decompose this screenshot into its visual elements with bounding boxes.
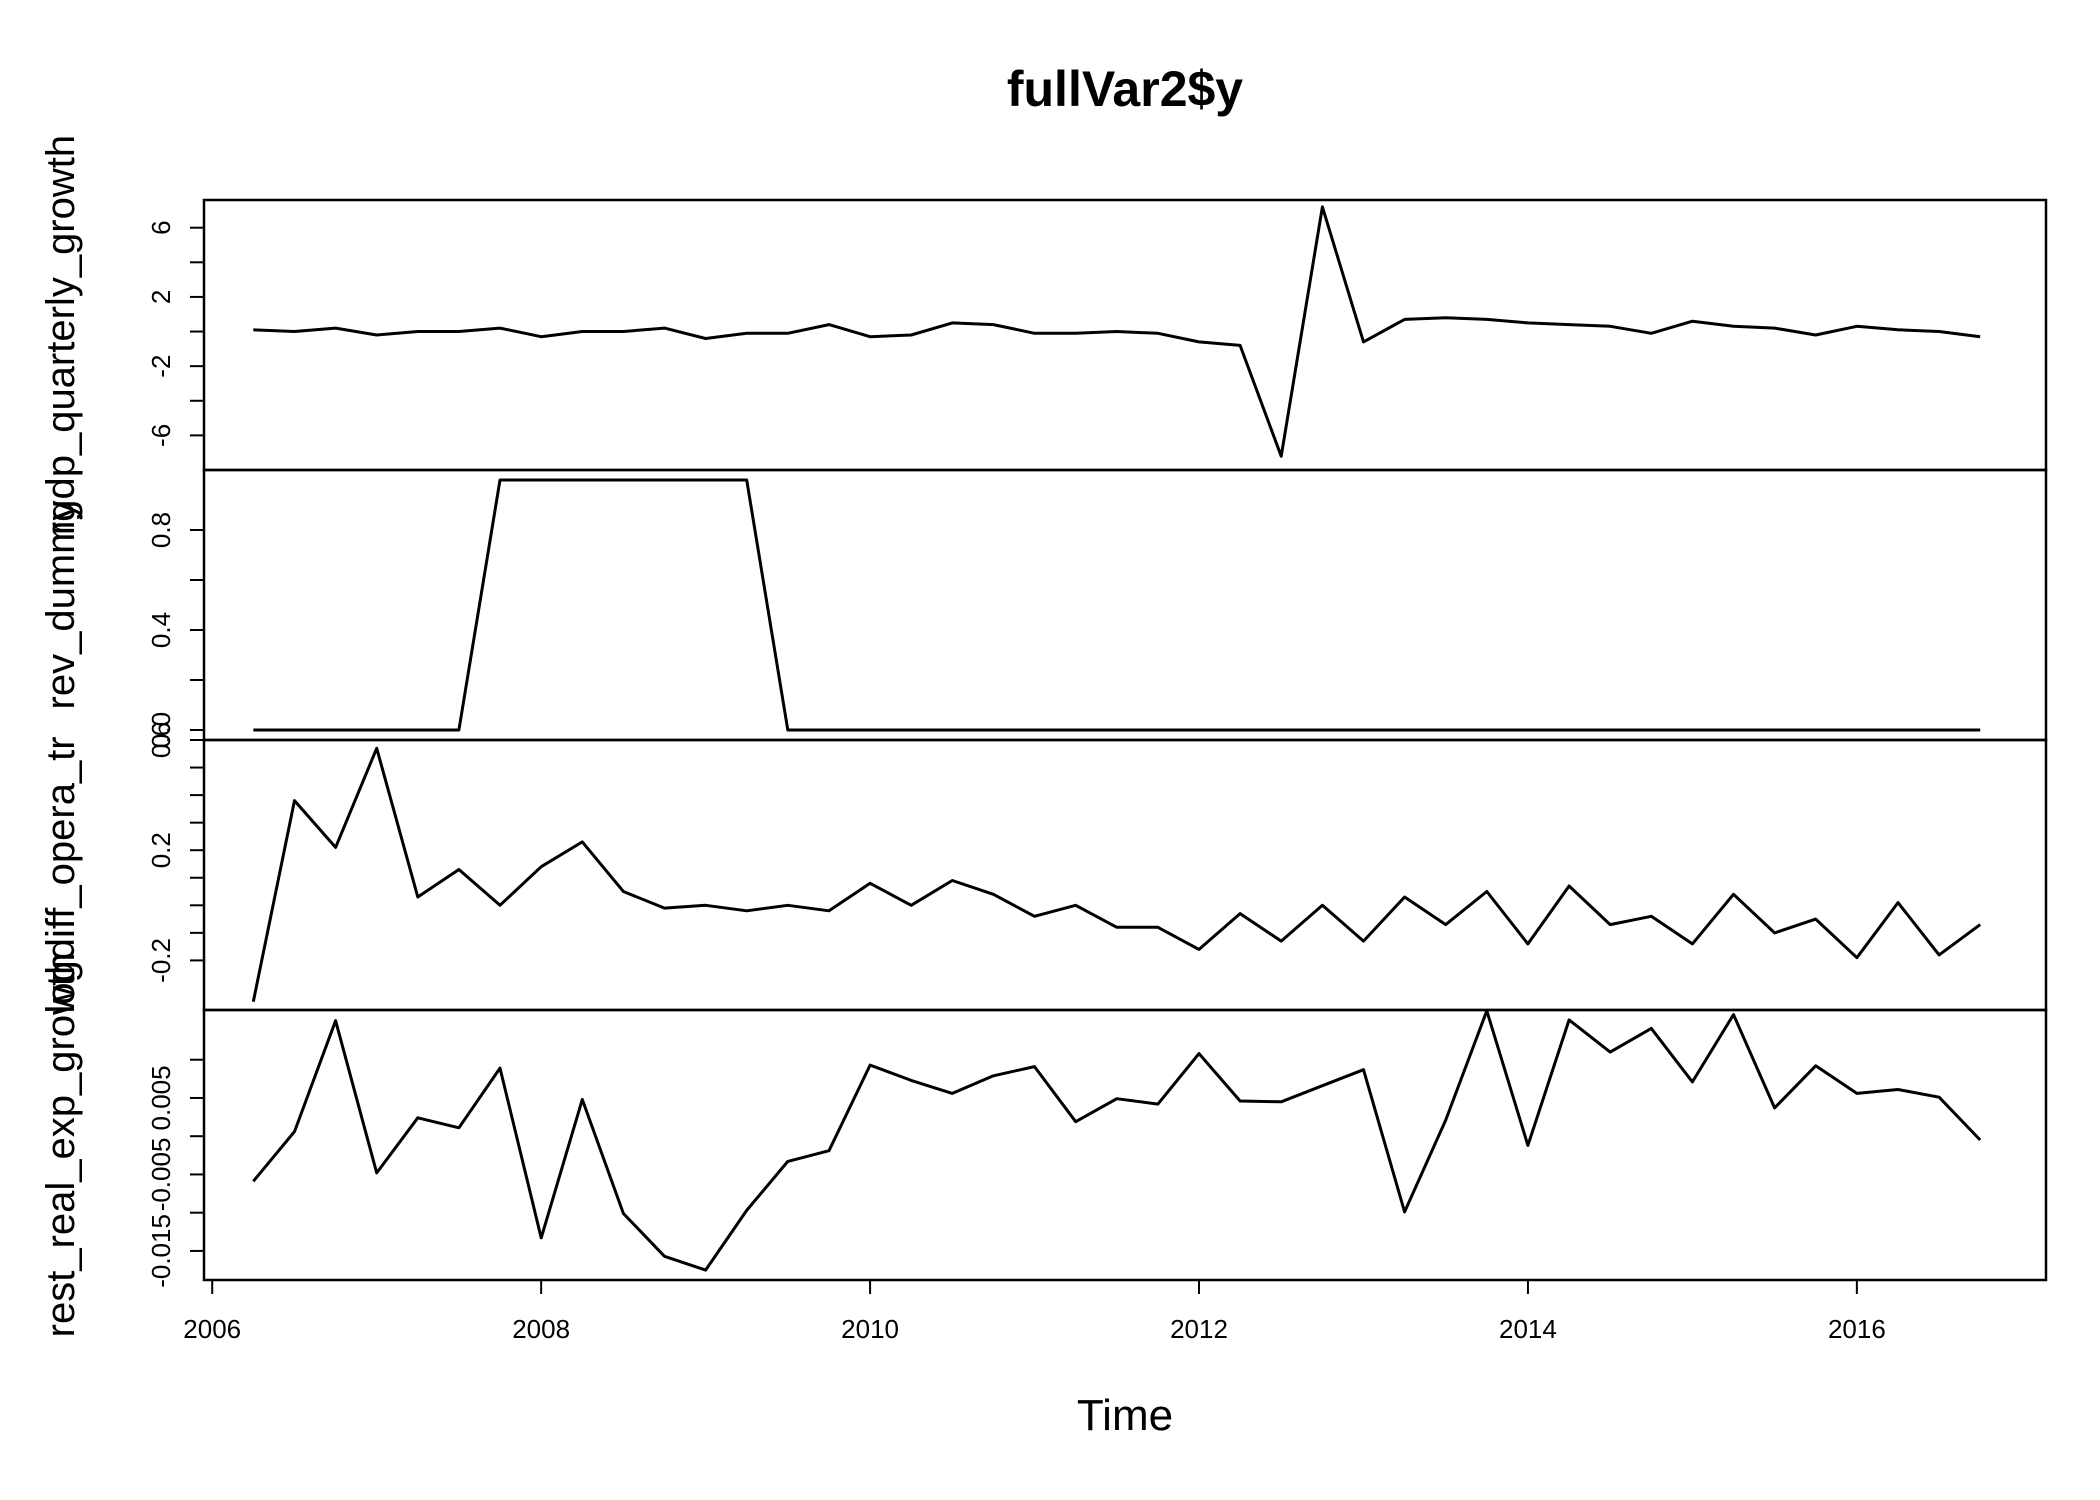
y-tick-label: 6 [146, 220, 176, 234]
x-tick-label: 2010 [841, 1314, 899, 1344]
x-axis-label: Time [1077, 1391, 1173, 1440]
y-axis-label-rgdp-quarterly-growth: rgdp_quarterly_growth [39, 135, 83, 535]
panel-rev-dummy: 0.0 0.4 0.8 rev_dummy [39, 468, 2048, 748]
y-axis: -6 -2 2 6 [146, 220, 204, 447]
panel-rest-real-exp-growth: -0.015-0.005 0.005 rest_real_exp_growth [39, 953, 2048, 1338]
y-tick-label: 0.8 [146, 512, 176, 548]
x-tick-label: 2014 [1499, 1314, 1557, 1344]
y-tick-label: -2 [146, 355, 176, 378]
series-line-rgdp-quarterly-growth [253, 205, 1981, 458]
panel-frame [202, 198, 2048, 472]
series-line-logdiff-opera-tr [251, 746, 1982, 1003]
x-tick-label: 2008 [512, 1314, 570, 1344]
panel-logdiff-opera-tr: -0.2 0.2 0.6 logdiff_opera_tr [39, 722, 2048, 1014]
y-tick-label: -0.2 [146, 938, 176, 983]
chart-title: fullVar2$y [1007, 61, 1243, 117]
y-axis-label-logdiff-opera-tr: logdiff_opera_tr [39, 736, 83, 1013]
panel-rgdp-quarterly-growth: -6 -2 2 6 rgdp_quarterly_growth [39, 135, 2048, 535]
panel-frame [202, 1008, 2048, 1282]
x-tick-label: 2012 [1170, 1314, 1228, 1344]
y-tick-label: 0.4 [146, 612, 176, 648]
y-tick-label: 0.6 [146, 722, 176, 758]
y-tick-label: -0.015 [146, 1214, 176, 1288]
y-tick-label: 2 [146, 290, 176, 304]
x-tick-label: 2006 [183, 1314, 241, 1344]
y-tick-label: -0.005 [146, 1138, 176, 1212]
y-tick-label: 0.0 [146, 712, 176, 748]
y-axis: -0.2 0.2 0.6 [146, 722, 204, 983]
y-tick-label: 0.2 [146, 832, 176, 868]
y-axis: -0.015-0.005 0.005 [146, 1058, 204, 1288]
y-axis: 0.0 0.4 0.8 [146, 512, 204, 748]
series-line-rest-real-exp-growth [252, 1009, 1982, 1272]
y-axis-label-rev-dummy: rev_dummy [39, 501, 83, 710]
y-tick-label: 0.005 [146, 1065, 176, 1130]
x-axis: 2006 2008 2010 2012 2014 2016 [183, 1279, 1886, 1344]
panel-frame [202, 738, 2048, 1012]
y-tick-label: -6 [146, 424, 176, 447]
series-line-rev-dummy [253, 478, 1981, 732]
y-axis-label-rest-real-exp-growth: rest_real_exp_growth [39, 953, 83, 1338]
x-tick-label: 2016 [1828, 1314, 1886, 1344]
